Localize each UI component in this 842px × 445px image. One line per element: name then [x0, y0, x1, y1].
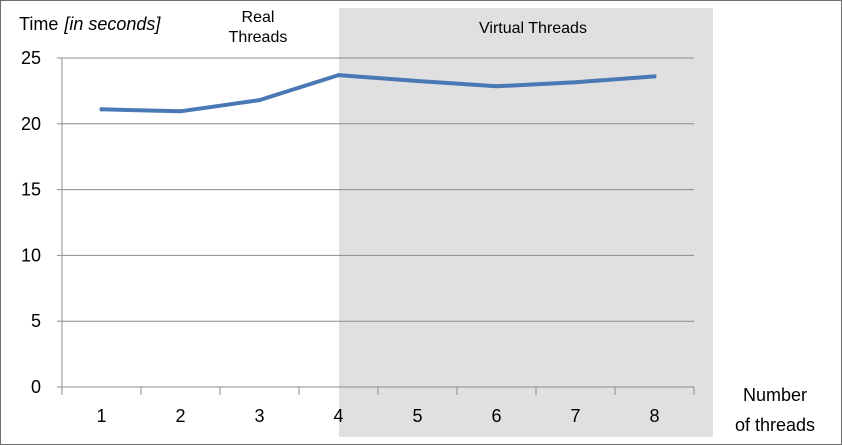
- data-point-6: [494, 84, 499, 89]
- virtual-threads-label: Virtual Threads: [479, 20, 587, 37]
- x-axis-title-line1: Number: [743, 385, 807, 405]
- x-tick-label-7: 7: [570, 406, 580, 426]
- y-tick-label-0: 0: [31, 377, 41, 397]
- data-point-3: [257, 98, 262, 103]
- x-tick-label-5: 5: [412, 406, 422, 426]
- y-tick-label-5: 5: [31, 311, 41, 331]
- y-axis-title: Time [in seconds]: [19, 14, 161, 34]
- data-point-1: [99, 107, 104, 112]
- data-point-4: [336, 73, 341, 78]
- y-tick-label-15: 15: [21, 180, 41, 200]
- y-tick-label-25: 25: [21, 48, 41, 68]
- x-axis-title-line2: of threads: [735, 415, 815, 435]
- x-tick-label-4: 4: [333, 406, 343, 426]
- real-threads-label-line1: Real: [242, 9, 275, 26]
- data-point-8: [652, 74, 657, 79]
- y-tick-label-20: 20: [21, 114, 41, 134]
- x-tick-label-2: 2: [175, 406, 185, 426]
- virtual-threads-region: [339, 8, 713, 437]
- data-point-7: [573, 80, 578, 85]
- series-line-time: [99, 73, 657, 114]
- x-tick-label-3: 3: [254, 406, 264, 426]
- x-tick-label-8: 8: [649, 406, 659, 426]
- real-threads-label-line2: Threads: [229, 29, 288, 46]
- y-axis-title-prefix: Time: [19, 14, 58, 34]
- data-point-2: [178, 109, 183, 114]
- y-axis-title-unit: [in seconds]: [63, 14, 161, 34]
- y-tick-label-10: 10: [21, 245, 41, 265]
- data-point-5: [415, 79, 420, 84]
- x-tick-label-6: 6: [491, 406, 501, 426]
- x-tick-label-1: 1: [96, 406, 106, 426]
